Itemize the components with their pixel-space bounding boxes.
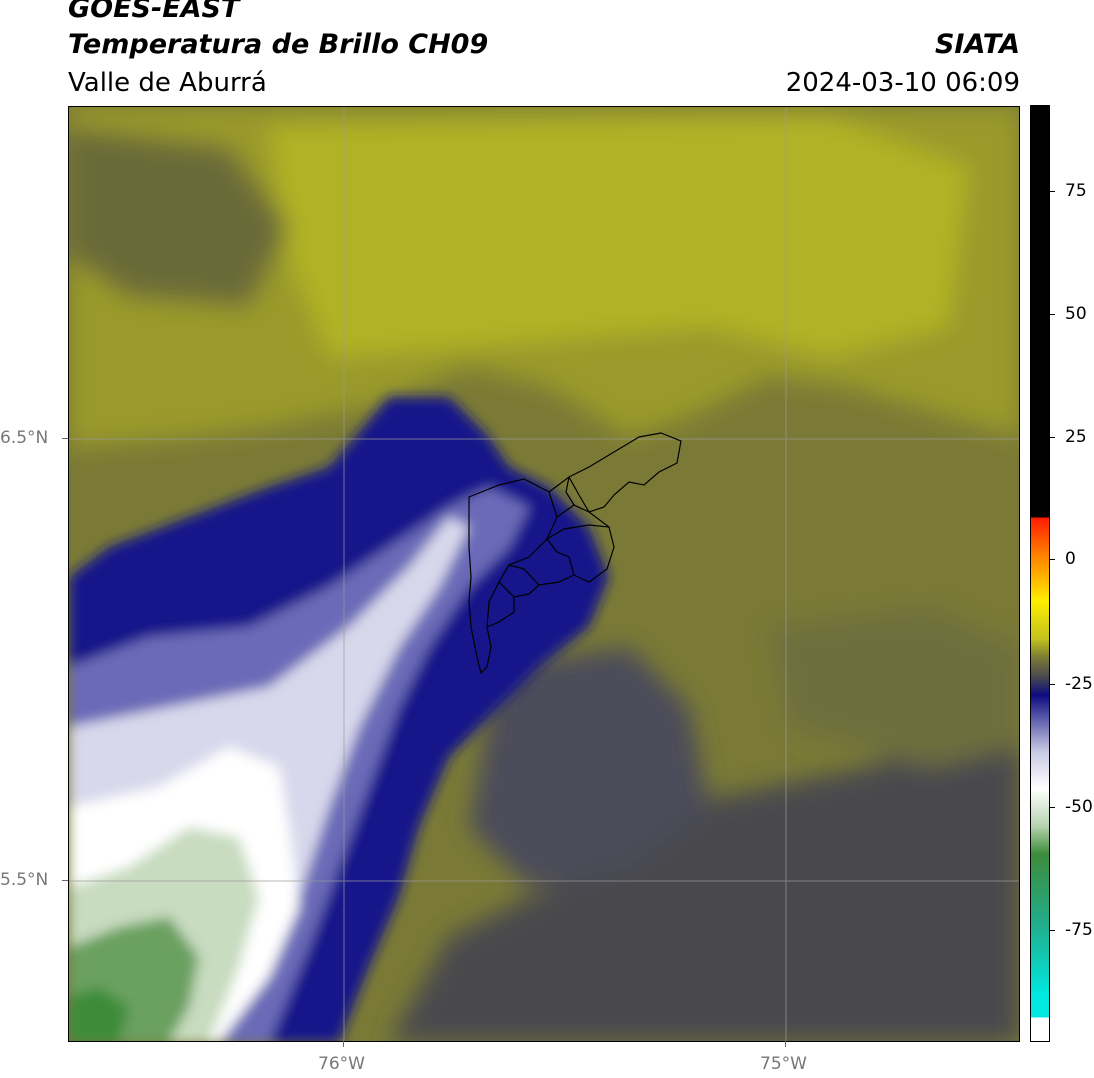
colorbar-tick-75: 75 <box>1065 181 1087 201</box>
lat-label-6.5: 6.5°N <box>0 428 49 448</box>
colorbar-tick-minus-50: -50 <box>1065 797 1093 817</box>
colorbar-tick-minus-25: -25 <box>1065 674 1093 694</box>
satellite-title: GOES-EAST <box>68 0 240 24</box>
colorbar-tick-minus-75: -75 <box>1065 920 1093 940</box>
colorbar-tick-50: 50 <box>1065 304 1087 324</box>
datetime-label: 2024-03-10 06:09 <box>785 68 1020 98</box>
map-gridlines <box>69 107 1019 1041</box>
colorbar-tick-0: 0 <box>1065 549 1076 569</box>
agency-label: SIATA <box>934 29 1020 60</box>
lat-label-5.5: 5.5°N <box>0 870 49 890</box>
region-subtitle: Valle de Aburrá <box>68 68 267 98</box>
brightness-temperature-map[interactable] <box>68 106 1020 1042</box>
lon-label-75w: 75°W <box>760 1054 807 1074</box>
colorbar-tick-25: 25 <box>1065 427 1087 447</box>
product-title: Temperatura de Brillo CH09 <box>68 29 489 60</box>
municipal-boundaries <box>468 432 682 675</box>
colorbar <box>1030 105 1050 1042</box>
lon-label-76w: 76°W <box>318 1054 365 1074</box>
temperature-field <box>69 107 1019 1041</box>
